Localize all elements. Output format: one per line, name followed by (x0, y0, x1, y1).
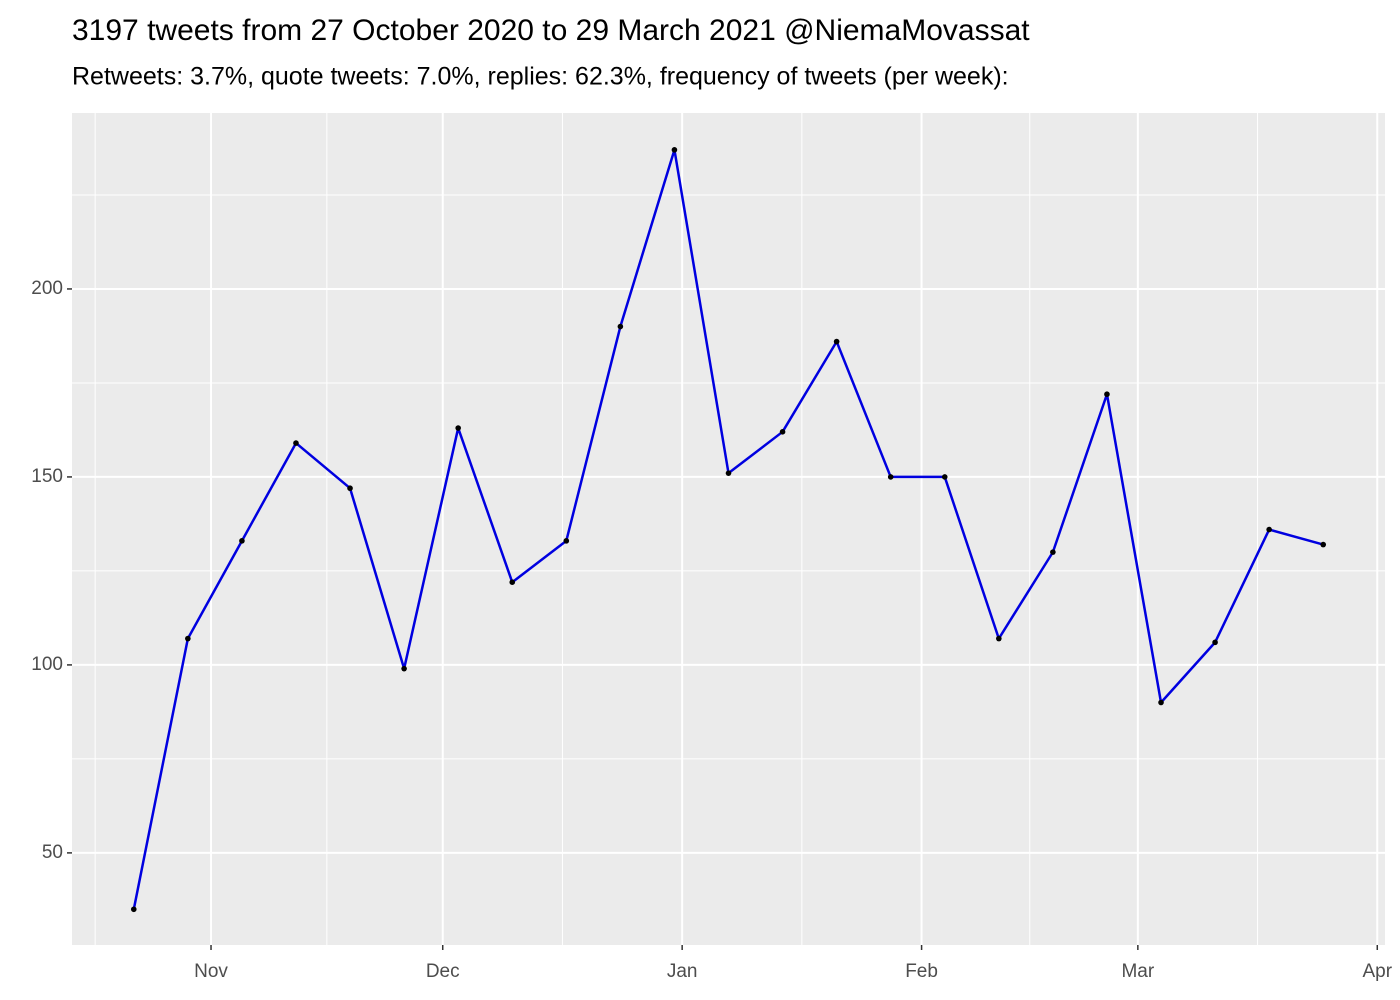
point (185, 635, 191, 642)
point (671, 147, 678, 153)
x-tick-label: Apr (1362, 961, 1392, 982)
point (887, 474, 894, 480)
point (1050, 549, 1056, 555)
point (293, 440, 299, 446)
y-tick-label: 150 (31, 466, 63, 487)
point (1266, 526, 1272, 533)
x-tick-label: Jan (667, 961, 698, 982)
x-tick-label: Feb (905, 961, 938, 982)
y-tick-label: 50 (42, 842, 63, 863)
point (1104, 391, 1110, 398)
point (1320, 541, 1327, 548)
x-tick-label: Nov (194, 961, 228, 982)
y-tick-label: 100 (31, 654, 63, 675)
point (401, 665, 407, 672)
plot-panel (72, 113, 1385, 945)
x-tick-label: Dec (426, 961, 460, 982)
x-tick-label: Mar (1121, 961, 1154, 982)
point (833, 338, 840, 345)
point (347, 485, 353, 492)
y-tick-label: 200 (31, 278, 63, 299)
point (725, 470, 732, 476)
point (1158, 699, 1164, 706)
point (1212, 639, 1218, 646)
point (563, 538, 570, 544)
point (130, 906, 137, 913)
point (779, 429, 786, 435)
point (617, 323, 624, 330)
point (941, 474, 948, 480)
point (239, 538, 245, 544)
chart-subtitle: Retweets: 3.7%, quote tweets: 7.0%, repl… (72, 63, 1009, 91)
point (455, 425, 461, 431)
point (509, 579, 516, 585)
point (996, 635, 1002, 642)
chart-title: 3197 tweets from 27 October 2020 to 29 M… (72, 14, 1030, 47)
